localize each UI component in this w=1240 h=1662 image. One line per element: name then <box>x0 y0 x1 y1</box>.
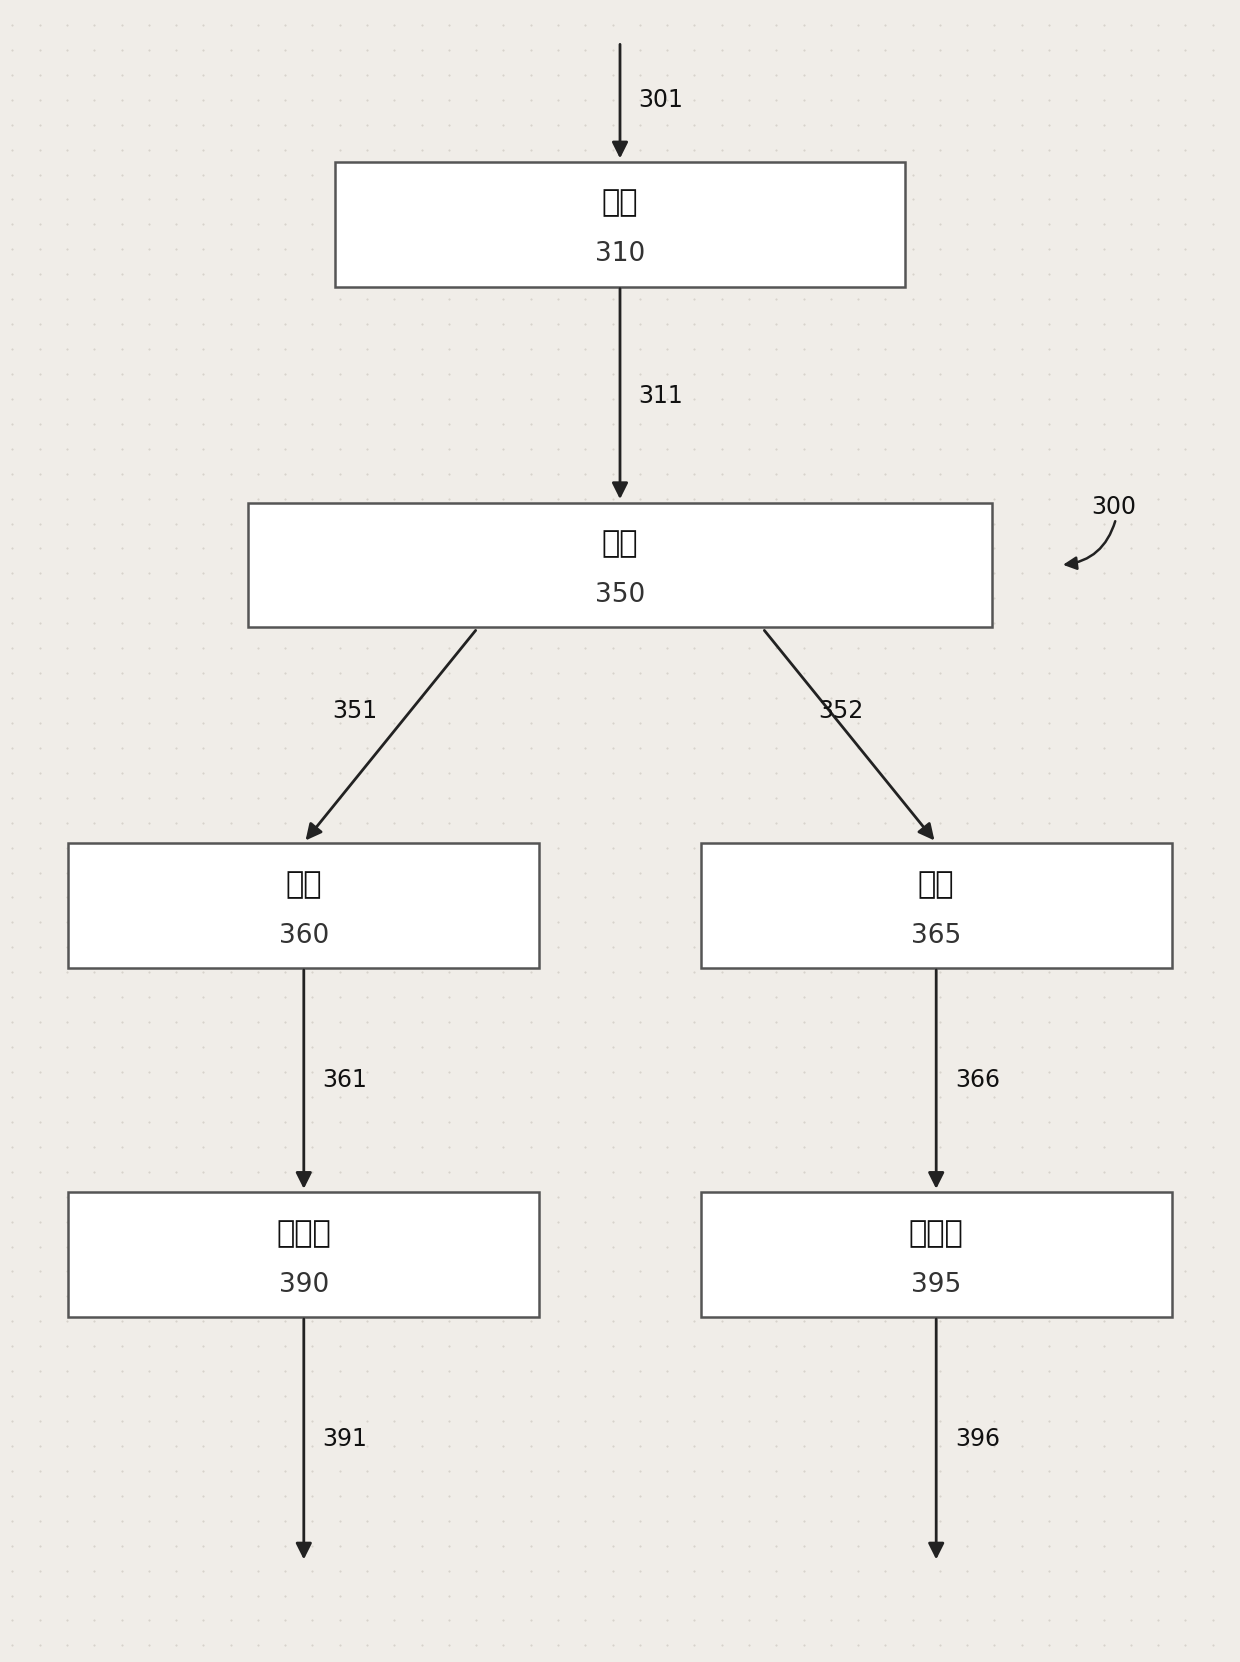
Text: 396: 396 <box>955 1428 999 1451</box>
Text: 395: 395 <box>911 1271 961 1298</box>
Text: 310: 310 <box>595 241 645 268</box>
Text: 311: 311 <box>639 384 683 407</box>
FancyBboxPatch shape <box>248 502 992 627</box>
Text: 蔽发: 蔽发 <box>601 188 639 218</box>
Text: 390: 390 <box>279 1271 329 1298</box>
FancyBboxPatch shape <box>68 843 539 967</box>
FancyBboxPatch shape <box>701 1193 1172 1316</box>
Text: 闪蔽: 闪蔽 <box>918 869 955 899</box>
Text: 352: 352 <box>818 700 863 723</box>
Text: 361: 361 <box>322 1069 367 1092</box>
Text: 365: 365 <box>911 922 961 949</box>
Text: 360: 360 <box>279 922 329 949</box>
Text: 后缩聚: 后缩聚 <box>909 1218 963 1248</box>
FancyBboxPatch shape <box>701 843 1172 967</box>
Text: 分流: 分流 <box>601 529 639 558</box>
Text: 闪蔽: 闪蔽 <box>285 869 322 899</box>
Text: 301: 301 <box>639 88 683 111</box>
Text: 351: 351 <box>332 700 377 723</box>
Text: 后缩聚: 后缩聚 <box>277 1218 331 1248</box>
Text: 366: 366 <box>955 1069 999 1092</box>
FancyBboxPatch shape <box>335 163 905 286</box>
Text: 300: 300 <box>1091 495 1136 519</box>
Text: 391: 391 <box>322 1428 367 1451</box>
Text: 350: 350 <box>595 582 645 608</box>
FancyBboxPatch shape <box>68 1193 539 1316</box>
